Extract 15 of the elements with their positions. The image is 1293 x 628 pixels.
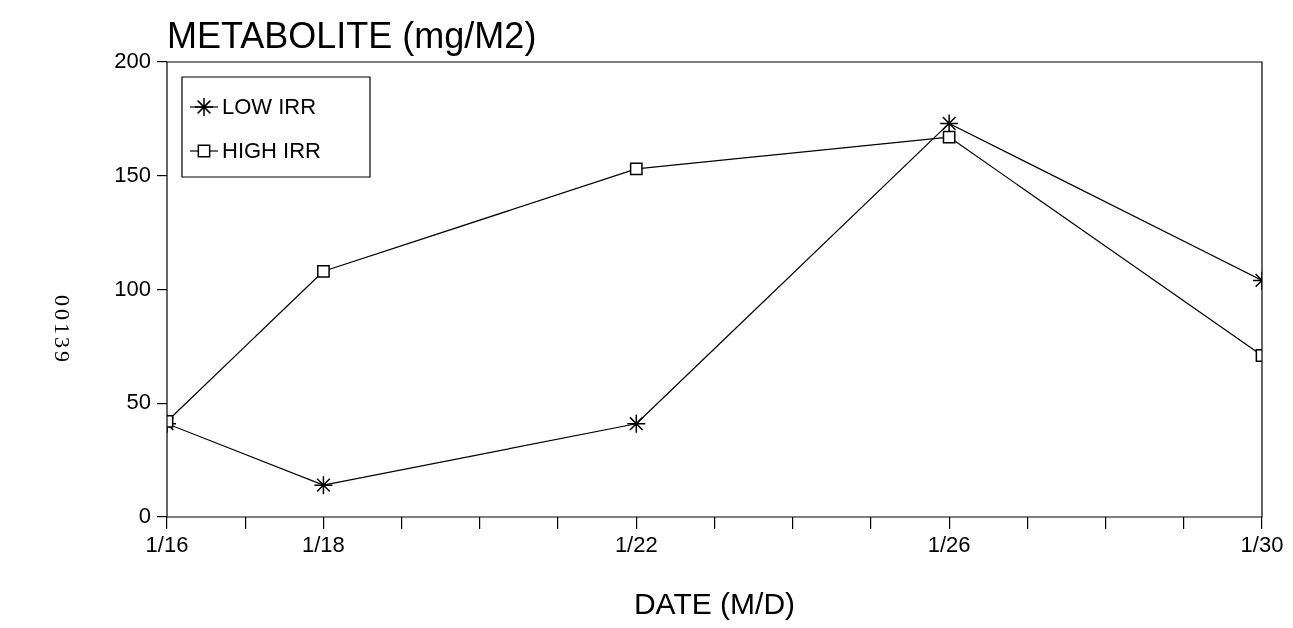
x-axis-title: DATE (M/D) [633, 587, 796, 621]
text: 00139 [49, 295, 75, 365]
y-tick-label: 200 [114, 48, 151, 74]
y-tick-label: 0 [138, 503, 151, 529]
y-tick-label: 100 [114, 275, 151, 301]
x-tick-label: 1/30 [1240, 532, 1284, 558]
legend-label: LOW IRR [222, 94, 317, 120]
legend-label: HIGH IRR [222, 138, 321, 164]
x-tick-label: 1/26 [927, 532, 971, 558]
y-tick-label: 150 [114, 161, 151, 187]
chart-title: METABOLITE (mg/M2) [167, 15, 537, 56]
x-tick-label: 1/22 [614, 532, 658, 558]
x-tick-label: 1/16 [145, 532, 189, 558]
y-tick-label: 50 [126, 389, 151, 415]
x-tick-label: 1/18 [302, 532, 345, 558]
